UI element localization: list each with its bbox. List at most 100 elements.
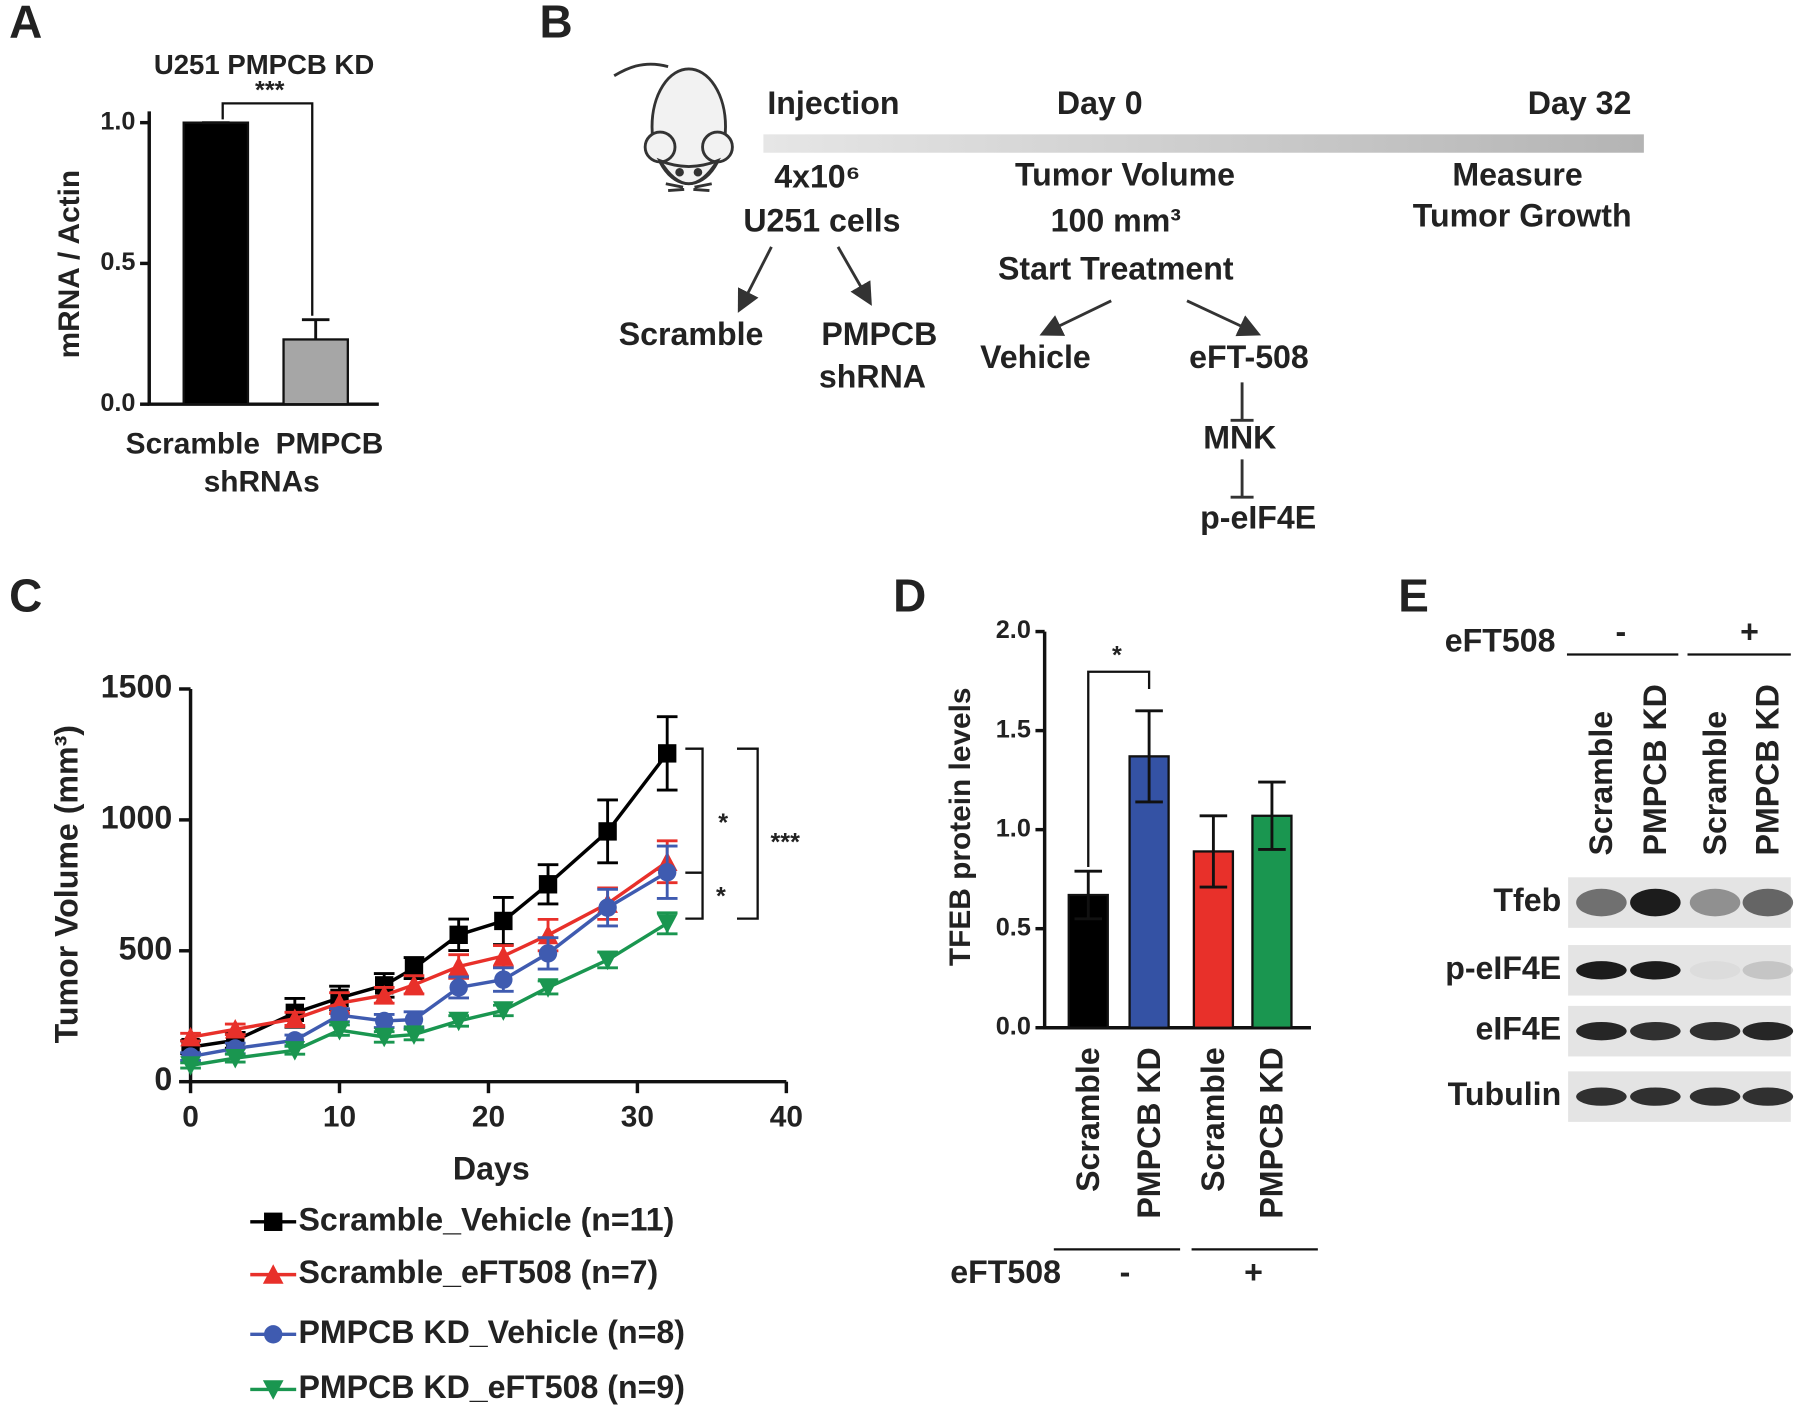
band [1576,888,1627,917]
tumor-label: Tumor Volume [1015,156,1235,192]
marker [373,1027,395,1048]
group-title: eFT508 [950,1254,1061,1290]
marker [538,875,558,894]
shrna-label: PMPCB [821,316,937,352]
y-tick-label: 1500 [101,668,172,704]
band [1742,1087,1794,1106]
x-tick-label: 10 [323,1100,356,1133]
marker [658,744,677,763]
significance-label: *** [255,77,285,105]
marker [403,1025,425,1045]
cells-label: U251 cells [743,202,900,238]
panel-letter: A [9,0,42,47]
group-label: - [1120,1254,1131,1290]
group-label: - [1616,613,1627,649]
band [1630,961,1681,980]
band [1742,888,1794,917]
bar [182,121,250,406]
marker [537,978,559,998]
y-axis-label: mRNA / Actin [53,170,86,358]
row-label: eIF4E [1476,1011,1562,1047]
lane-label: Scramble [1583,711,1619,856]
panel-letter: C [9,570,42,622]
panel-letter: B [540,0,573,47]
significance-label: * [1112,641,1122,669]
mouse-icon [613,62,734,193]
x-tick-label: PMPCB [276,427,384,460]
marker [448,956,469,976]
marker [598,822,617,841]
x-tick-label: 30 [621,1100,654,1133]
y-tick-label: 1.0 [100,107,135,135]
y-tick-label: 1000 [101,799,172,835]
tumor-label: 100 mm³ [1051,202,1181,238]
marker [262,1264,284,1284]
panel-letter: D [893,570,926,622]
band [1630,888,1681,917]
shrna-label: shRNA [819,358,926,394]
y-axis-label: Tumor Volume (mm³) [48,725,84,1043]
band [1742,961,1794,980]
measure-label: Tumor Growth [1413,198,1632,234]
row-label: p-eIF4E [1445,950,1561,986]
x-tick-label: Scramble [1195,1047,1231,1192]
timeline-label: Day 0 [1057,85,1143,121]
y-tick-label: 1.0 [996,814,1031,842]
significance-bracket [685,747,759,920]
panel-letter: E [1398,570,1429,622]
x-tick-label: PMPCB KD [1131,1047,1167,1218]
marker [284,1008,306,1029]
band [1742,1021,1794,1041]
row-label: Tubulin [1448,1076,1562,1112]
y-axis-label: TFEB protein levels [944,687,977,966]
x-tick-label: 0 [182,1100,199,1133]
target-label: p-eIF4E [1200,500,1316,536]
timeline-label: Injection [767,85,899,121]
band [1689,1021,1741,1041]
legend-label: Scramble_eFT508 (n=7) [298,1254,658,1290]
y-tick-label: 0 [154,1061,172,1097]
lane-label: PMPCB KD [1637,684,1673,855]
marker [494,970,513,989]
x-tick-label: 20 [472,1100,505,1133]
marker [329,1020,350,1041]
mnk-label: MNK [1203,419,1276,455]
marker [598,898,617,917]
band [1630,1021,1681,1041]
error-bar [1074,869,1103,921]
marker [448,1011,469,1032]
band [1689,1087,1741,1106]
scramble-label: Scramble [619,316,764,352]
band [1576,961,1627,980]
marker [494,911,513,931]
cells-label: 4x10⁶ [774,159,860,195]
marker [403,974,425,995]
marker [404,1010,424,1029]
legend-label: PMPCB KD_eFT508 (n=9) [298,1369,684,1405]
y-tick-label: 2.0 [996,616,1031,644]
marker [449,925,468,945]
band [1689,888,1741,917]
band [1576,1087,1627,1106]
x-tick-label: Scramble [1070,1047,1106,1192]
marker [656,914,678,934]
x-axis-label: shRNAs [204,465,320,498]
marker [264,1212,283,1231]
bar [282,338,349,406]
error-bar [1258,780,1286,851]
series-line [190,752,669,1049]
marker [373,984,395,1005]
x-tick-label: PMPCB KD [1254,1047,1290,1218]
marker [262,1380,284,1400]
error-bar [1135,709,1163,804]
group-label: + [1244,1254,1263,1290]
marker [284,1041,306,1061]
timeline-label: Day 32 [1528,85,1632,121]
band [1576,1021,1627,1041]
condition-label: eFT508 [1445,623,1556,659]
group-label: + [1740,613,1759,649]
marker [224,1018,246,1039]
marker [537,924,559,945]
